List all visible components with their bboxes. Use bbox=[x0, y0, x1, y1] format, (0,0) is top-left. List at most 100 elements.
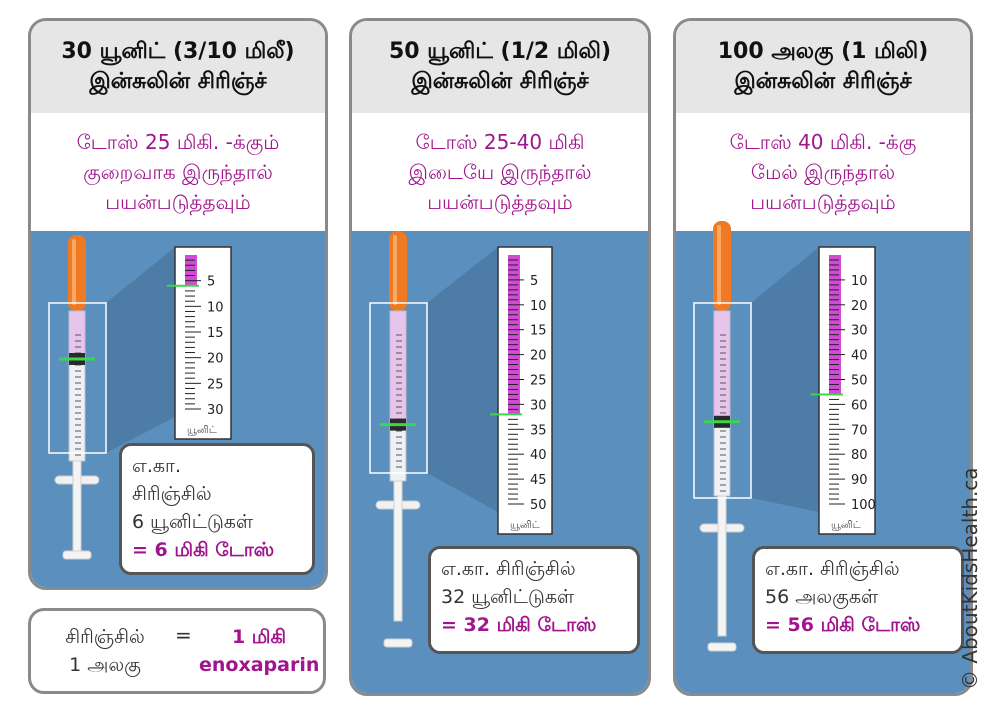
syringe-illustration: 5 10 15 20 25 30 35 40 45 50 யூனிட் bbox=[369, 231, 553, 648]
magnified-scale bbox=[818, 246, 876, 535]
scale-label: 20 bbox=[207, 352, 224, 367]
legend-right: 1 மிகி enoxaparin bbox=[199, 623, 319, 679]
dose-line: இடையே இருந்தால் bbox=[408, 160, 592, 184]
title-line: 50 யூனிட் (1/2 மிலி) bbox=[388, 39, 612, 64]
scale-label: 5 bbox=[530, 274, 538, 289]
example-line: எ.கா. சிரிஞ்சில் bbox=[441, 558, 576, 580]
syringe-panel-100-unit: 100 அலகு (1 மிலி) இன்சுலின் சிரிஞ்ச் டோஸ… bbox=[673, 18, 973, 696]
scale-label: 25 bbox=[530, 374, 547, 389]
example-dose: = 56 மிகி டோஸ் bbox=[765, 614, 921, 636]
legend-left: சிரிஞ்சில் 1 அலகு bbox=[45, 623, 165, 679]
scale-label: 25 bbox=[207, 377, 224, 392]
legend-line: enoxaparin bbox=[199, 654, 320, 676]
scale-label: 5 bbox=[207, 275, 215, 290]
example-line: 6 யூனிட்டுகள் bbox=[132, 511, 254, 533]
magnify-shadow bbox=[106, 247, 175, 453]
panel-title: 30 யூனிட் (3/10 மிலீ) இன்சுலின் சிரிஞ்ச் bbox=[31, 21, 325, 113]
dose-line: பயன்படுத்தவும் bbox=[427, 190, 573, 214]
example-line: எ.கா. சிரிஞ்சில் bbox=[765, 558, 900, 580]
barrel-fill bbox=[714, 311, 730, 422]
legend-equals: = bbox=[175, 623, 192, 647]
title-line: இன்சுலின் சிரிஞ்ச் bbox=[411, 69, 589, 94]
copyright-credit: © AboutKidsHealth.ca bbox=[958, 467, 982, 690]
scale-label: 35 bbox=[530, 423, 547, 438]
example-box: எ.கா. சிரிஞ்சில் 56 அலகுகள் = 56 மிகி டோ… bbox=[752, 546, 964, 654]
legend-line: 1 அலகு bbox=[69, 654, 141, 676]
example-dose: = 32 மிகி டோஸ் bbox=[441, 614, 597, 636]
title-line: இன்சுலின் சிரிஞ்ச் bbox=[734, 69, 912, 94]
example-line: எ.கா. bbox=[132, 455, 181, 477]
plunger-rod bbox=[393, 480, 403, 622]
legend-line: 1 மிகி bbox=[231, 626, 287, 648]
zoom-outline bbox=[369, 302, 428, 474]
scale-label: 50 bbox=[530, 498, 547, 513]
scale-label: 90 bbox=[851, 473, 868, 488]
example-line: சிரிஞ்சில் bbox=[132, 483, 212, 505]
scale-label: 30 bbox=[851, 324, 868, 339]
dose-line: பயன்படுத்தவும் bbox=[105, 190, 251, 214]
syringe-panel-50-unit: 50 யூனிட் (1/2 மிலி) இன்சுலின் சிரிஞ்ச் … bbox=[349, 18, 651, 696]
scale-label: 80 bbox=[851, 448, 868, 463]
example-line: 56 அலகுகள் bbox=[765, 586, 879, 608]
plunger-rod bbox=[717, 495, 727, 637]
magnified-scale bbox=[174, 246, 232, 440]
dose-line: பயன்படுத்தவும் bbox=[750, 190, 896, 214]
dose-instruction: டோஸ் 25-40 மிகி இடையே இருந்தால் பயன்படுத… bbox=[352, 113, 648, 231]
barrel-fill bbox=[390, 311, 406, 425]
zoom-outline bbox=[693, 302, 752, 499]
dose-instruction: டோஸ் 40 மிகி. -க்கு மேல் இருந்தால் பயன்ப… bbox=[676, 113, 970, 231]
scale-label: 40 bbox=[530, 448, 547, 463]
scale-label: 10 bbox=[851, 274, 868, 289]
scale-label: 20 bbox=[851, 299, 868, 314]
scale-label: 40 bbox=[851, 349, 868, 364]
plunger-rod bbox=[72, 460, 82, 552]
scale-label: 10 bbox=[530, 299, 547, 314]
dose-line: டோஸ் 40 மிகி. -க்கு bbox=[729, 130, 917, 154]
syringe-illustration: 5 10 15 20 25 30 யூனிட் bbox=[48, 235, 232, 560]
panel-title: 100 அலகு (1 மிலி) இன்சுலின் சிரிஞ்ச் bbox=[676, 21, 970, 113]
scale-label: 100 bbox=[851, 498, 876, 513]
title-line: 100 அலகு (1 மிலி) bbox=[717, 39, 929, 64]
needle-cap bbox=[713, 221, 731, 311]
scale-label: 15 bbox=[530, 324, 547, 339]
plunger-knob bbox=[707, 642, 737, 652]
dose-line: குறைவாக இருந்தால் bbox=[83, 160, 273, 184]
cap-highlight bbox=[393, 235, 397, 305]
scale-label: 60 bbox=[851, 398, 868, 413]
title-line: இன்சுலின் சிரிஞ்ச் bbox=[89, 69, 267, 94]
scale-label: 50 bbox=[851, 374, 868, 389]
dose-line: டோஸ் 25-40 மிகி bbox=[415, 130, 585, 154]
scale-unit: யூனிட் bbox=[831, 520, 861, 531]
cap-highlight bbox=[717, 225, 721, 305]
plunger-knob bbox=[383, 638, 413, 648]
legend-line: சிரிஞ்சில் bbox=[65, 626, 145, 648]
magnified-scale bbox=[497, 246, 553, 535]
scale-label: 45 bbox=[530, 473, 547, 488]
magnify-shadow bbox=[427, 247, 498, 512]
cap-highlight bbox=[72, 239, 76, 305]
needle-cap bbox=[68, 235, 86, 311]
scale-label: 10 bbox=[207, 300, 224, 315]
example-box: எ.கா. சிரிஞ்சில் 6 யூனிட்டுகள் = 6 மிகி … bbox=[119, 443, 315, 575]
dose-line: டோஸ் 25 மிகி. -க்கும் bbox=[76, 130, 280, 154]
scale-label: 15 bbox=[207, 326, 224, 341]
example-box: எ.கா. சிரிஞ்சில் 32 யூனிட்டுகள் = 32 மிக… bbox=[428, 546, 640, 654]
needle-cap bbox=[389, 231, 407, 311]
scale-unit: யூனிட் bbox=[510, 520, 540, 531]
title-line: 30 யூனிட் (3/10 மிலீ) bbox=[61, 39, 295, 64]
unit-equivalence-legend: சிரிஞ்சில் 1 அலகு = 1 மிகி enoxaparin bbox=[28, 608, 326, 694]
scale-label: 30 bbox=[530, 398, 547, 413]
plunger-knob bbox=[62, 550, 92, 560]
example-dose: = 6 மிகி டோஸ் bbox=[132, 539, 275, 561]
magnify-shadow bbox=[751, 247, 819, 512]
dose-instruction: டோஸ் 25 மிகி. -க்கும் குறைவாக இருந்தால் … bbox=[31, 113, 325, 231]
syringe-panel-30-unit: 30 யூனிட் (3/10 மிலீ) இன்சுலின் சிரிஞ்ச்… bbox=[28, 18, 328, 590]
scale-label: 20 bbox=[530, 349, 547, 364]
example-line: 32 யூனிட்டுகள் bbox=[441, 586, 575, 608]
scale-unit: யூனிட் bbox=[187, 425, 217, 436]
syringe-illustration: 10 20 30 40 50 60 70 80 90 100 யூனிட் bbox=[693, 221, 876, 652]
scale-label: 30 bbox=[207, 403, 224, 418]
panel-title: 50 யூனிட் (1/2 மிலி) இன்சுலின் சிரிஞ்ச் bbox=[352, 21, 648, 113]
zoom-outline bbox=[48, 302, 107, 454]
dose-line: மேல் இருந்தால் bbox=[750, 160, 896, 184]
